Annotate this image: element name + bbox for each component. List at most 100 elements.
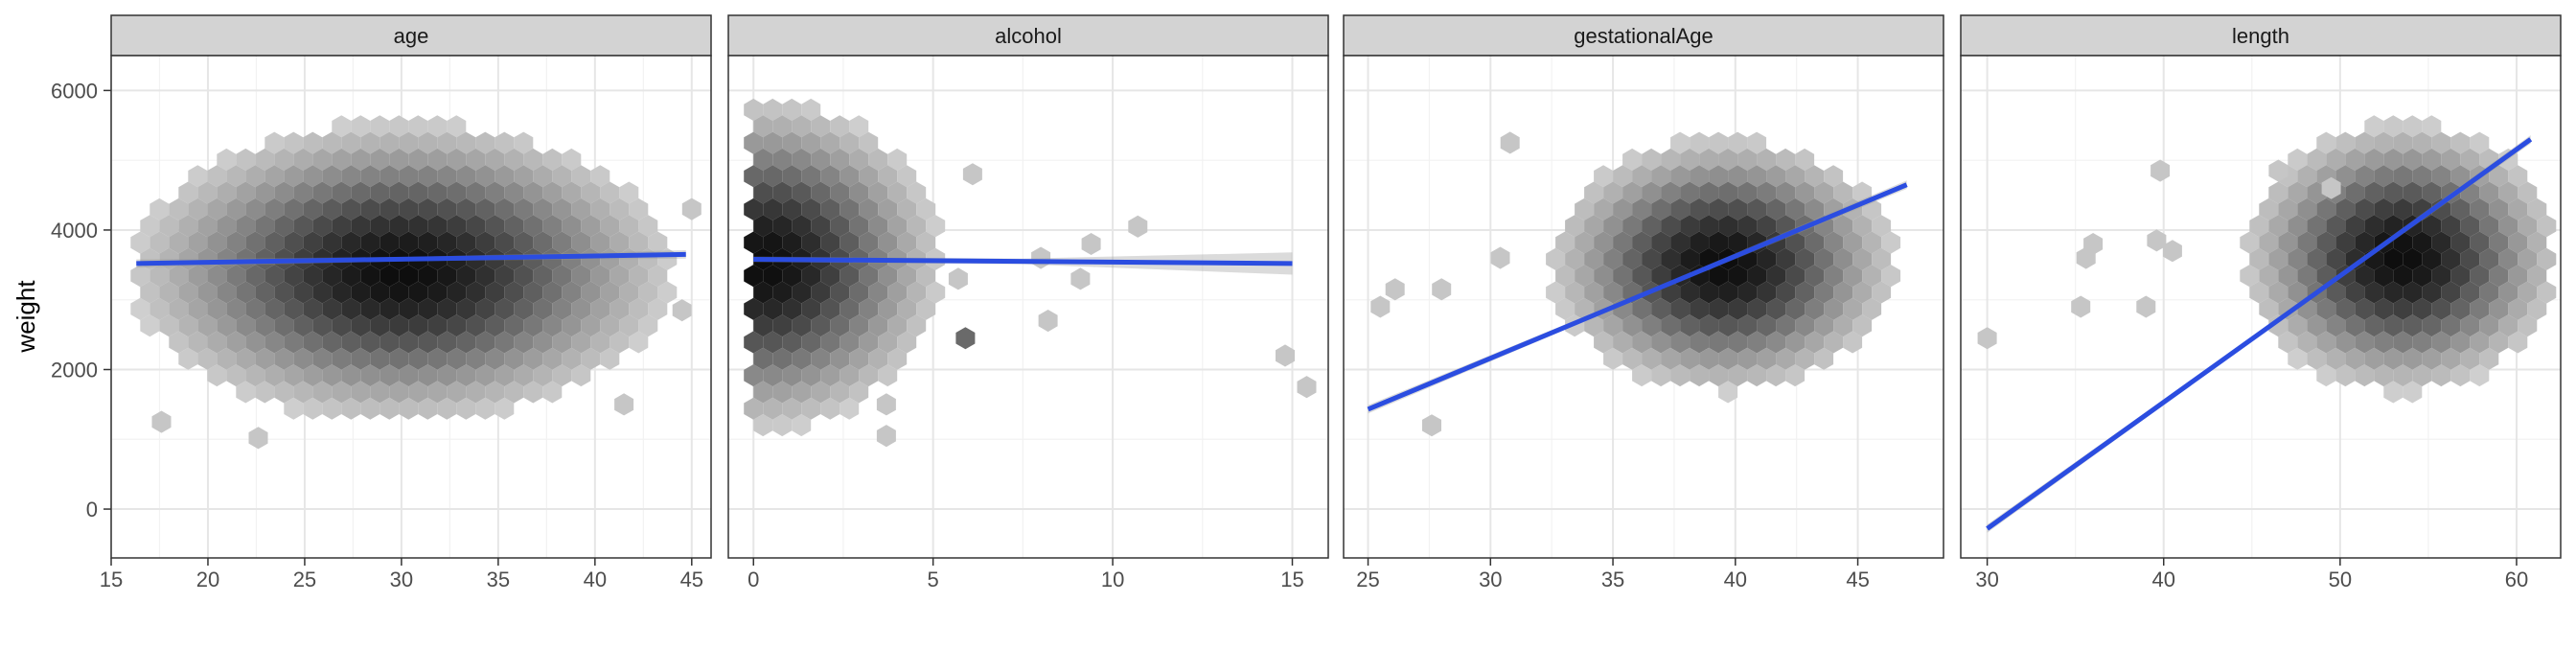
hexbin-cell <box>1670 364 1690 387</box>
hexbin-cell <box>772 181 793 204</box>
hexbin-cell <box>1555 297 1576 320</box>
hexbin-cell <box>876 425 896 448</box>
hexbin-cell <box>542 381 563 404</box>
hexbin-cell <box>1709 165 1729 188</box>
hexbin-cell <box>840 131 860 154</box>
hexbin-cell <box>763 165 783 188</box>
hexbin-cell <box>485 215 505 238</box>
hexbin-cell <box>437 131 457 154</box>
hexbin-cell <box>274 215 294 238</box>
hexbin-cell <box>1747 297 1767 320</box>
facet-strip <box>1343 14 1944 57</box>
hexbin-cell <box>571 165 591 188</box>
hexbin-cell <box>169 297 189 320</box>
hexbin-cell <box>868 148 888 171</box>
hexbin-cell <box>801 397 821 420</box>
hexbin-cell <box>418 165 438 188</box>
facet-title: alcohol <box>995 24 1062 48</box>
hexbin-cell <box>2278 331 2298 354</box>
hexbin-cell <box>284 265 304 288</box>
hexbin-cell <box>236 148 256 171</box>
hexbin-cell <box>150 197 170 220</box>
panel-border <box>1960 55 2562 559</box>
hexbin-cell <box>2335 197 2356 220</box>
hexbin-cell <box>2383 247 2404 270</box>
hexbin-cell <box>2518 181 2538 204</box>
hexbin-cell <box>1603 181 1623 204</box>
hexbin-cell <box>437 165 457 188</box>
hexbin-layer <box>1977 115 2557 404</box>
hexbin-cell <box>456 165 476 188</box>
hexbin-cell <box>552 265 572 288</box>
hexbin-cell <box>1690 364 1710 387</box>
hexbin-cell <box>772 281 793 304</box>
hexbin-cell <box>2374 131 2394 154</box>
hexbin-cell <box>456 331 476 354</box>
hexbin-cell <box>2335 231 2356 254</box>
hexbin-cell <box>629 331 649 354</box>
hexbin-cell <box>2355 131 2375 154</box>
hexbin-cell <box>2297 197 2317 220</box>
hexbin-cell <box>475 165 495 188</box>
hexbin-cell <box>2537 247 2557 270</box>
panel-border <box>110 55 712 559</box>
hexbin-cell <box>533 265 553 288</box>
hexbin-cell <box>792 347 812 370</box>
hexbin-cell <box>2335 165 2356 188</box>
hexbin-cell <box>485 181 505 204</box>
hexbin-cell <box>1776 314 1796 337</box>
hexbin-cell <box>217 148 237 171</box>
hexbin-cell <box>178 215 198 238</box>
hexbin-cell <box>2240 265 2260 288</box>
hexbin-cell <box>475 265 495 288</box>
hexbin-cell <box>1757 314 1777 337</box>
hexbin-cell <box>245 231 265 254</box>
hexbin-cell <box>782 331 802 354</box>
hexbin-cell <box>226 364 246 387</box>
hexbin-cell <box>840 197 860 220</box>
hexbin-cell <box>226 165 246 188</box>
hexbin-cell <box>236 247 256 270</box>
hexbin-cell <box>408 215 428 238</box>
hexbin-cell <box>197 281 218 304</box>
hexbin-cell <box>2278 265 2298 288</box>
hexbin-cell <box>600 314 620 337</box>
hexbin-cell <box>2355 265 2375 288</box>
hexbin-cell <box>562 314 582 337</box>
hexbin-cell <box>1766 165 1786 188</box>
hexbin-cell <box>456 397 476 420</box>
hexbin-cell <box>753 347 773 370</box>
hexbin-cell <box>322 331 342 354</box>
hexbin-cell <box>2268 215 2288 238</box>
hexbin-cell <box>303 231 323 254</box>
hexbin-cell <box>188 197 208 220</box>
hexbin-cell <box>197 215 218 238</box>
hexbin-cell <box>2307 215 2327 238</box>
hexbin-cell <box>1128 215 1148 238</box>
hexbin-cell <box>1843 297 1863 320</box>
hexbin-cell <box>2374 331 2394 354</box>
x-tick-label: 40 <box>1724 568 1747 591</box>
hexbin-cell <box>1814 314 1834 337</box>
hexbin-cell <box>245 165 265 188</box>
hexbin-cell <box>2288 181 2308 204</box>
hexbin-cell <box>408 115 428 138</box>
hexbin-cell <box>418 364 438 387</box>
hexbin-cell <box>2431 231 2451 254</box>
hexbin-cell <box>1728 197 1748 220</box>
hexbin-cell <box>1632 197 1652 220</box>
hexbin-cell <box>437 197 457 220</box>
hexbin-cell <box>456 197 476 220</box>
hexbin-cell <box>437 397 457 420</box>
hexbin-cell <box>1833 215 1853 238</box>
hexbin-cell <box>2249 247 2269 270</box>
hexbin-cell <box>2518 314 2538 337</box>
hexbin-cell <box>1699 148 1719 171</box>
hexbin-cell <box>2403 148 2423 171</box>
hexbin-cell <box>1680 181 1700 204</box>
hexbin-cell <box>1862 265 1882 288</box>
hexbin-cell <box>322 197 342 220</box>
hexbin-cell <box>351 314 371 337</box>
x-tick-label: 30 <box>1975 568 1998 591</box>
hexbin-cell <box>456 131 476 154</box>
